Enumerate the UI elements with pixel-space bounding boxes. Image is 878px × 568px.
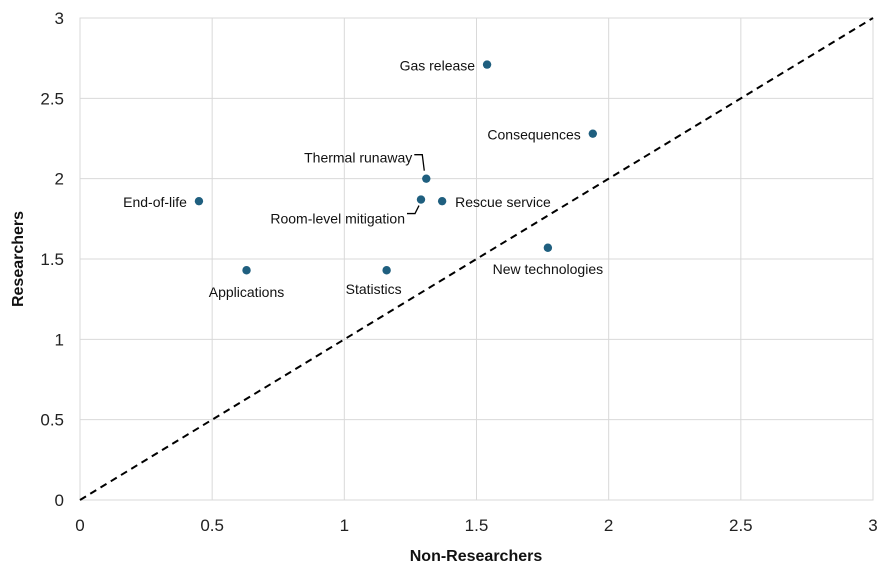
y-tick-label: 1.5 (40, 250, 64, 269)
point-label: Applications (209, 284, 285, 300)
label-leader-lines (406, 154, 425, 215)
point-label: Consequences (487, 127, 580, 143)
point-label: Rescue service (455, 194, 551, 210)
y-axis-title: Researchers (10, 211, 27, 307)
point-label: Gas release (400, 58, 476, 74)
y-tick-label: 0 (55, 491, 64, 510)
point-label: Statistics (346, 281, 402, 297)
y-tick-label: 2 (55, 170, 64, 189)
scatter-point (416, 195, 426, 204)
y-axis-ticks: 0 0.5 1 1.5 2 2.5 3 (40, 9, 64, 510)
scatter-point (382, 266, 391, 275)
x-tick-label: 3 (868, 516, 877, 535)
scatter-point (482, 60, 492, 69)
scatter-point (543, 243, 553, 252)
grid (79, 17, 874, 501)
x-tick-label: 1.5 (465, 516, 489, 535)
y-tick-label: 2.5 (40, 89, 64, 108)
data-points (194, 60, 598, 275)
y-tick-label: 1 (55, 330, 64, 349)
scatter-point (242, 266, 251, 275)
scatter-point (437, 196, 447, 206)
point-label: Room-level mitigation (270, 211, 405, 227)
y-tick-label: 0.5 (40, 411, 64, 430)
x-tick-label: 0 (75, 516, 84, 535)
reference-diagonal-line (79, 17, 874, 501)
point-labels: Gas release Consequences Thermal runaway En… (123, 58, 603, 301)
scatter-point (588, 129, 598, 138)
y-tick-label: 3 (55, 9, 64, 28)
x-axis-title: Non-Researchers (410, 548, 543, 565)
leader-line (414, 154, 425, 171)
x-tick-label: 2 (604, 516, 613, 535)
point-label: Thermal runaway (304, 150, 412, 166)
x-tick-label: 0.5 (200, 516, 224, 535)
leader-line (406, 205, 420, 215)
x-tick-label: 1 (340, 516, 349, 535)
scatter-point (422, 174, 431, 183)
scatter-point (194, 196, 204, 206)
x-tick-label: 2.5 (729, 516, 753, 535)
point-label: End-of-life (123, 194, 187, 210)
plot-frame (79, 17, 874, 501)
point-label: New technologies (493, 261, 604, 277)
x-axis-ticks: 0 0.5 1 1.5 2 2.5 3 (75, 516, 877, 535)
